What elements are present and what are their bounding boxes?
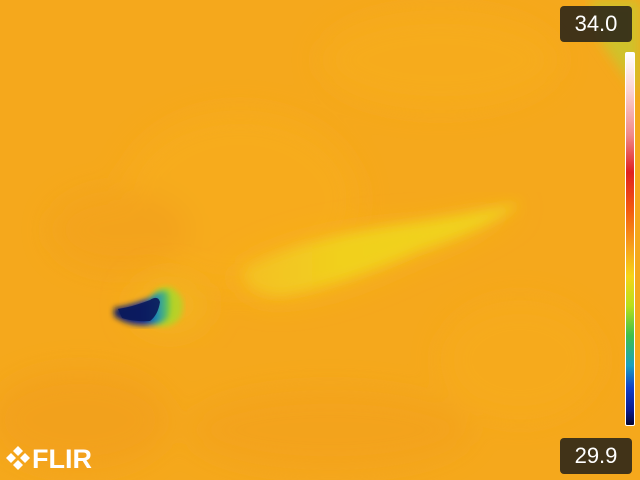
flir-logo-icon	[6, 446, 30, 470]
temperature-color-scale	[625, 52, 635, 426]
flir-logo: FLIR	[6, 444, 92, 474]
max-temperature-label: 34.0	[560, 6, 632, 42]
min-temperature-label: 29.9	[560, 438, 632, 474]
flir-logo-text: FLIR	[32, 444, 92, 474]
